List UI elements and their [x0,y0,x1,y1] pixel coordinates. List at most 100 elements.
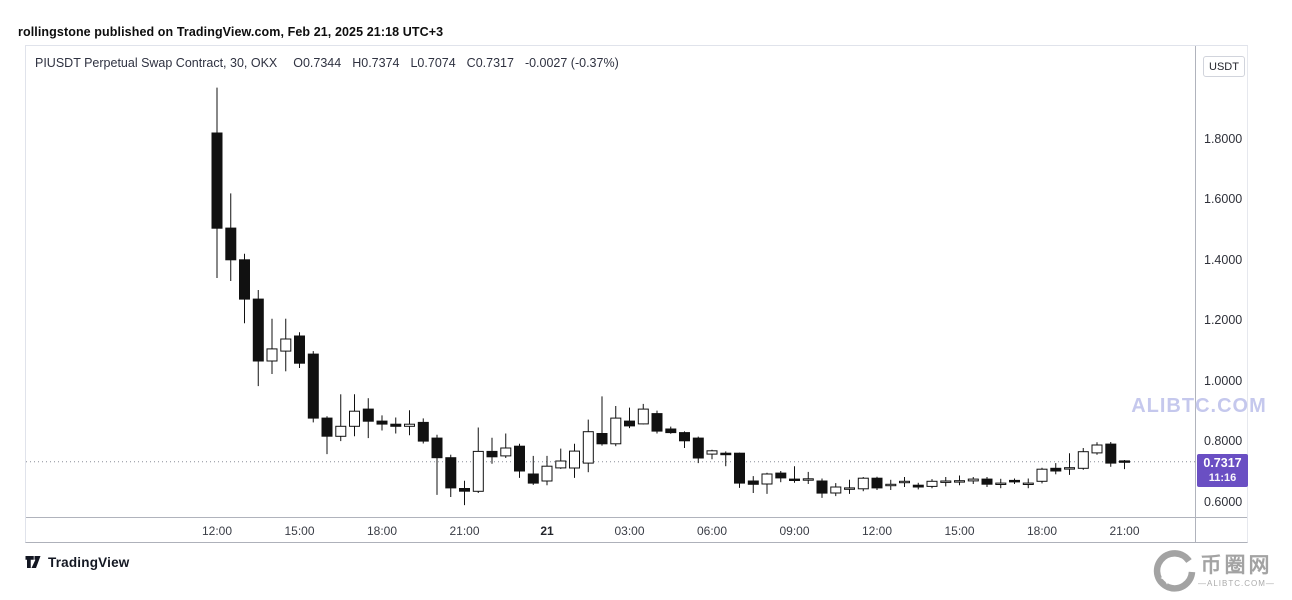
candle [967,477,979,484]
candle [362,398,374,439]
time-label: 21:00 [1109,524,1140,538]
price-tick-label: 1.0000 [1204,373,1243,388]
time-label: 12:00 [201,524,233,538]
last-price-badge: 0.7317 11:16 [1197,453,1248,487]
time-label: 06:00 [696,524,728,538]
candle [390,417,402,434]
candle [734,452,745,488]
price-axis-separator [1195,46,1196,542]
candle [912,482,924,490]
candle [624,407,635,429]
candle [582,419,594,473]
candle [252,290,264,387]
candle [225,193,237,281]
tradingview-logo-label: TradingView [48,554,130,570]
ohlc-close: C0.7317 [466,56,514,70]
time-axis[interactable]: 12:00 15:00 18:00 21:00 21 03:00 06:00 09:00 12:… [26,517,1247,544]
time-label: 12:00 [861,524,893,538]
candle [1050,463,1062,475]
candle [637,403,649,425]
candle [816,478,828,498]
site-logo: 币圈网 —ALIBTC.COM— [1150,548,1275,594]
price-tick-label: 1.4000 [1204,252,1243,267]
chart-legend: PIUSDT Perpetual Swap Contract, 30, OKX O… [35,56,630,70]
candle [679,431,690,448]
candle [376,415,388,431]
candle [651,410,663,434]
candle [404,410,415,436]
candle [1077,448,1089,470]
candle [459,480,470,506]
candle [472,427,484,493]
ohlc-low: L0.7074 [410,56,456,70]
candle [569,443,580,478]
price-tick-label: 0.6000 [1204,494,1243,509]
tradingview-logo[interactable]: TradingView [24,553,129,571]
candle [307,351,319,423]
candle [1119,460,1130,470]
tradingview-logo-icon [25,556,41,568]
candle [1091,442,1103,455]
ohlc-high: H0.7374 [352,56,400,70]
time-label: 18:00 [1026,524,1058,538]
candle [1009,478,1020,484]
time-label: 15:00 [284,524,315,538]
candle [899,477,910,487]
symbol-title[interactable]: PIUSDT Perpetual Swap Contract, 30, OKX [35,56,278,70]
candle [280,318,292,372]
candle [239,253,250,324]
candle [266,318,278,374]
site-logo-swirl-icon [1153,550,1196,592]
site-logo-name: 币圈网 [1200,554,1273,577]
time-label: 15:00 [944,524,975,538]
candle [665,426,677,434]
price-tick-label: 1.6000 [1204,192,1243,207]
site-logo-domain: —ALIBTC.COM— [1198,579,1275,588]
currency-button[interactable]: USDT [1203,56,1245,77]
candle [789,466,800,483]
price-tick-label: 1.8000 [1204,132,1243,146]
candle [1105,442,1117,467]
candle [610,406,622,447]
candle [514,443,525,478]
candle [871,476,883,490]
candle [500,433,512,458]
candle [1022,478,1034,489]
ohlc-change: -0.0027 (-0.37%) [524,56,619,70]
candle [1036,467,1048,484]
time-label: 03:00 [614,524,645,538]
candle [775,471,787,483]
candle [857,477,869,492]
candle [527,455,539,485]
price-axis[interactable]: USDT 0.7317 11:16 1.8000 1.6000 1.4000 1.20… [1195,46,1249,517]
candle [596,396,608,446]
bar-countdown: 11:16 [1208,471,1237,484]
last-price-value: 0.7317 [1203,455,1242,470]
time-label: 21:00 [449,524,480,538]
time-label: 09:00 [779,524,810,538]
candle [445,454,457,497]
candle [692,436,704,464]
candle [995,478,1007,489]
chart-panel: PIUSDT Perpetual Swap Contract, 30, OKX O… [25,45,1266,544]
candle [1064,453,1075,475]
candle [954,475,965,486]
candle [844,479,855,494]
candle [940,477,952,487]
candle [321,416,333,455]
candle [885,479,897,490]
candle [541,455,553,486]
price-tick-label: 1.2000 [1204,313,1243,328]
candlestick-plot[interactable] [26,46,1195,517]
candle [211,87,223,278]
candle [830,483,842,497]
time-label-date: 21 [540,524,554,538]
candle [981,477,993,487]
candle [747,476,759,493]
candle [417,418,429,444]
candle [926,479,938,489]
candle [802,471,814,484]
price-tick-label: 0.8000 [1204,434,1243,449]
candle [335,394,347,442]
time-label: 18:00 [366,524,398,538]
